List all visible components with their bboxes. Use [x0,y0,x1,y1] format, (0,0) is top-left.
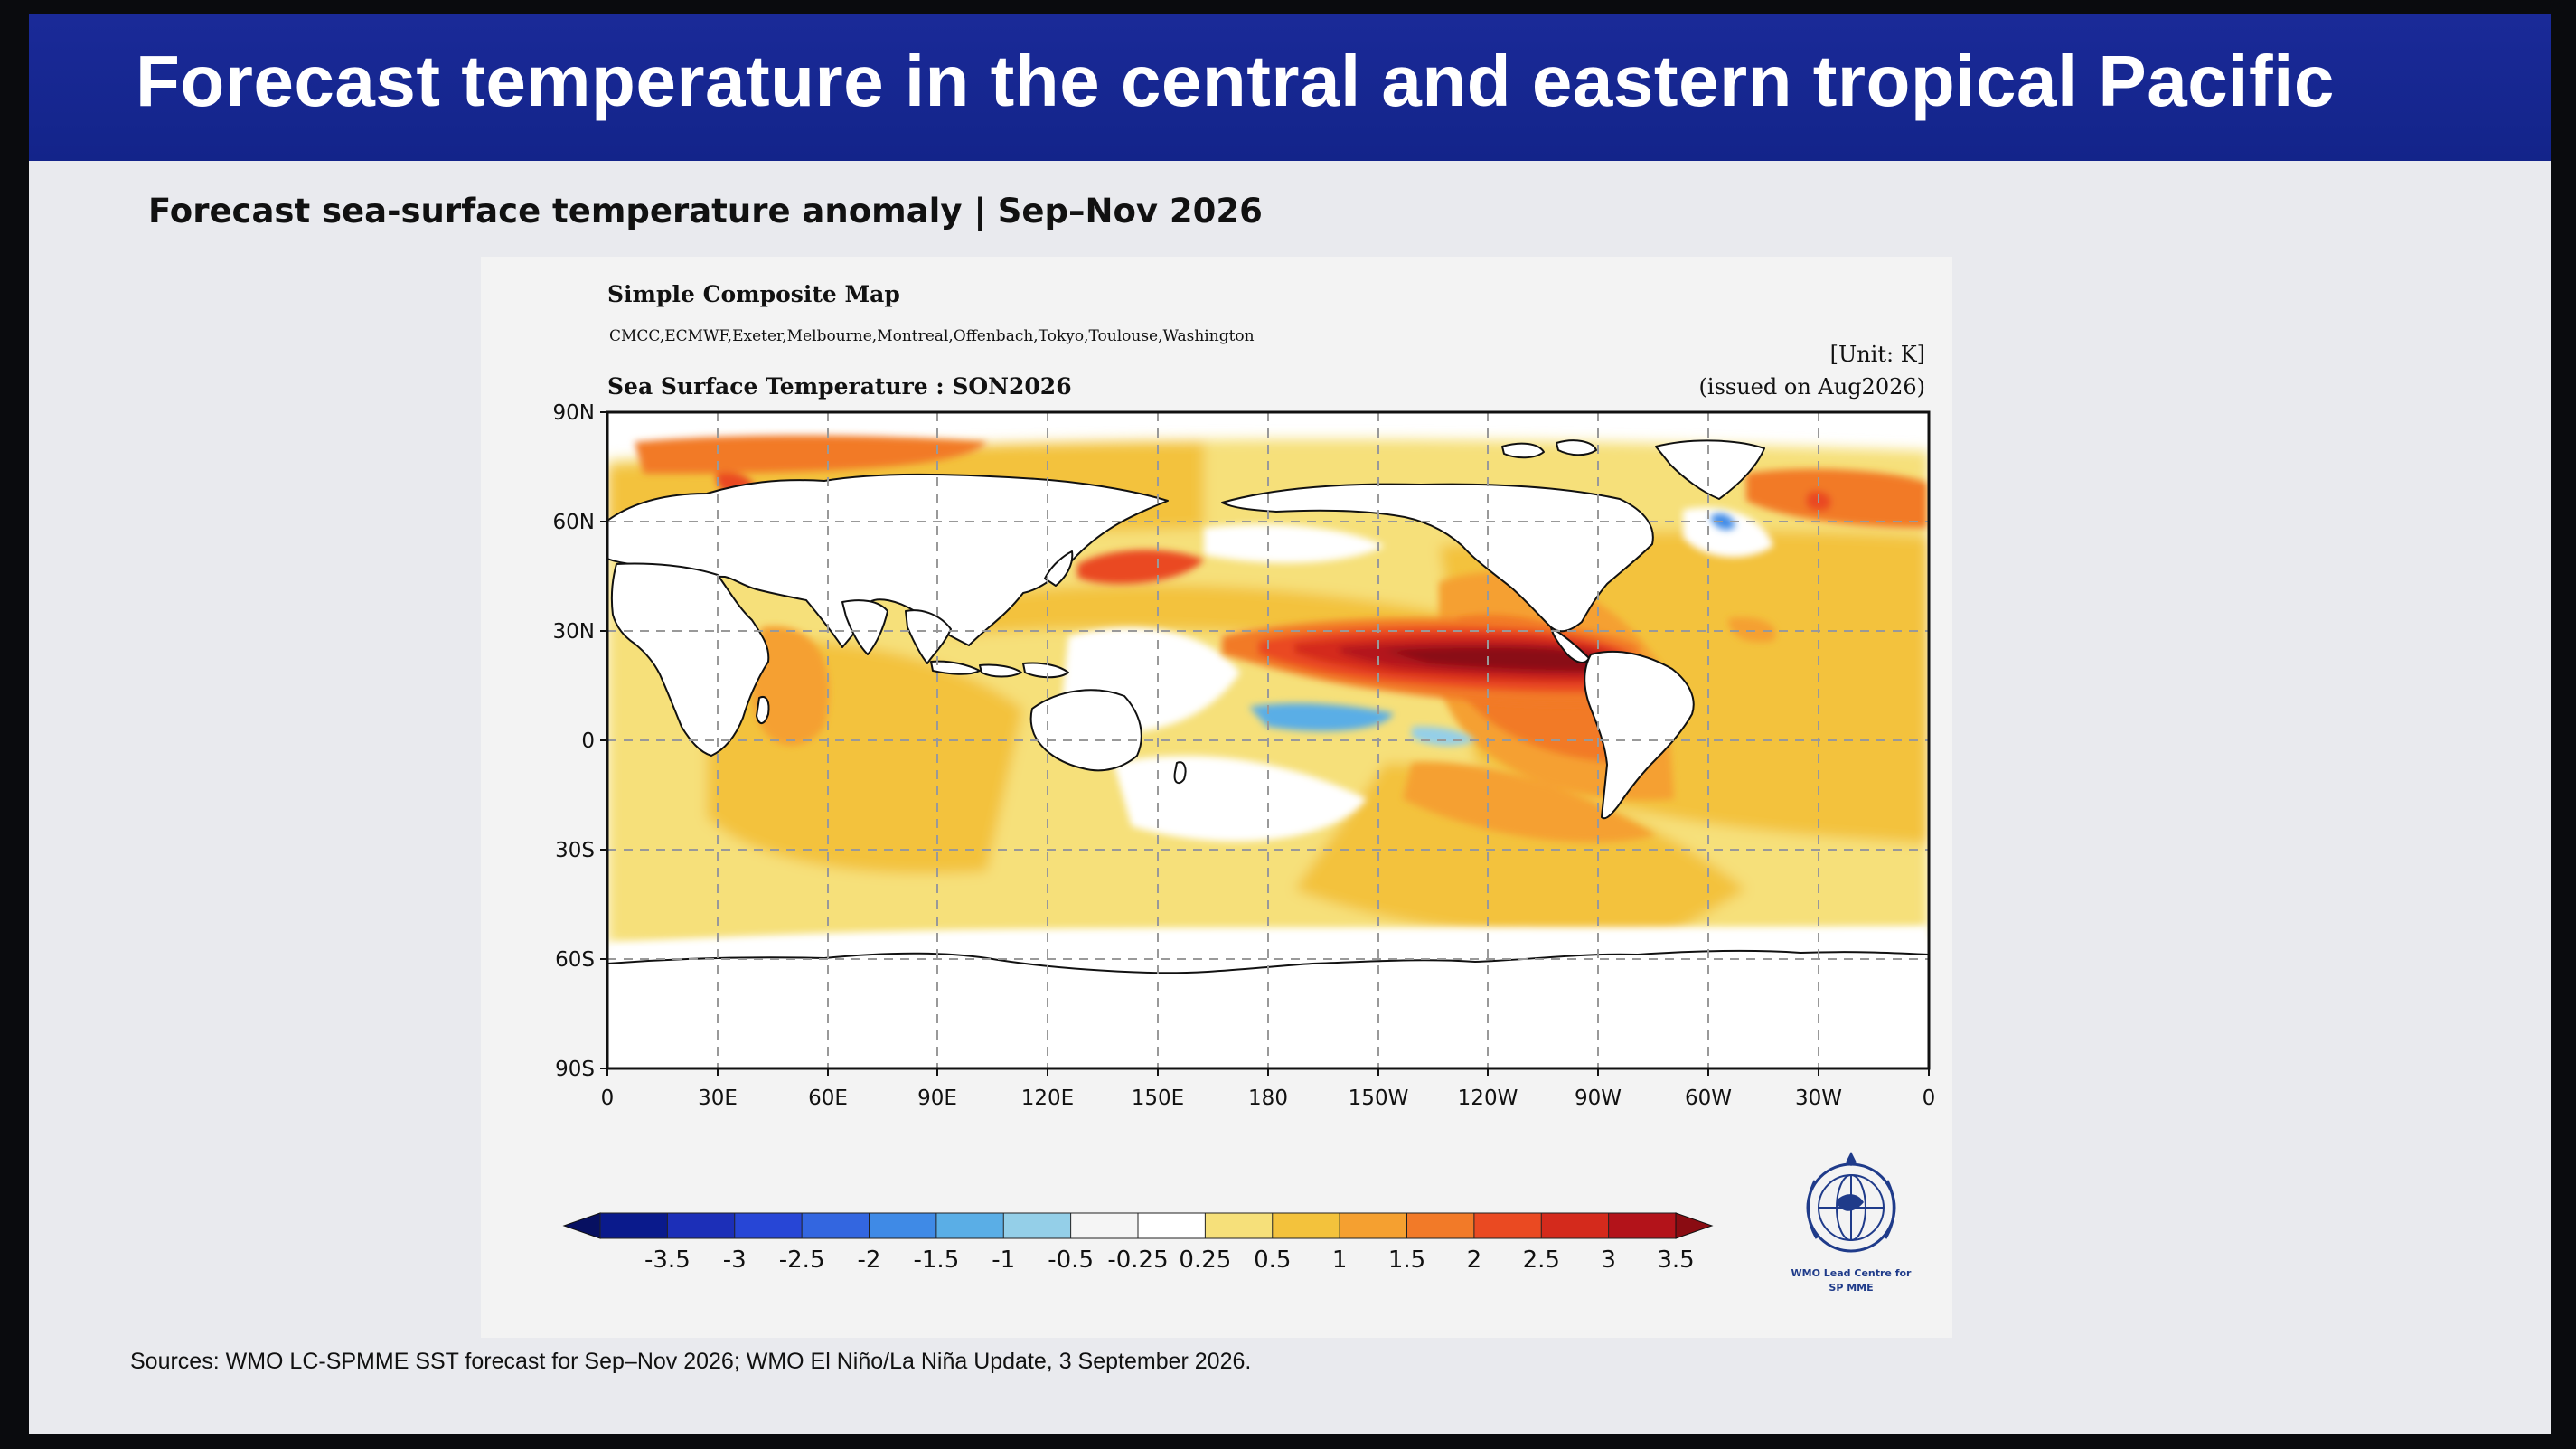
lat-label: 0 [581,729,595,753]
model-list: CMCC,ECMWF,Exeter,Melbourne,Montreal,Off… [609,327,1255,345]
logo-caption-1: WMO Lead Centre for [1791,1267,1913,1279]
lon-label: 150E [1132,1087,1184,1110]
issued-label: (issued on Aug2026) [1699,374,1925,400]
lon-label: 60W [1685,1087,1732,1110]
colorbar-segment [1070,1212,1139,1239]
lat-label: 60N [553,511,595,534]
colorbar-tick-label: -0.25 [1107,1247,1168,1274]
colorbar-segment [801,1212,870,1239]
colorbar-segment [935,1212,1005,1239]
colorbar-segment [869,1212,937,1239]
lon-label: 30E [698,1087,738,1110]
sst-anomaly-field [607,412,1929,1068]
lon-label: 120E [1021,1087,1074,1110]
colorbar-tick-label: -1.5 [914,1247,960,1274]
map-header: Simple Composite Map [607,281,900,307]
colorbar-segment [1272,1212,1341,1239]
colorbar-segment [1002,1212,1072,1239]
colorbar-tick-label: -3.5 [644,1247,691,1274]
logo-caption-2: SP MME [1829,1282,1873,1294]
sources-note: Sources: WMO LC-SPMME SST forecast for S… [130,1349,1252,1374]
colorbar-tick-label: 0.25 [1179,1247,1231,1274]
slide-title: Forecast temperature in the central and … [136,41,2335,121]
lon-label: 0 [1923,1087,1936,1110]
colorbar-segment [1339,1212,1408,1239]
graticule [607,412,1929,1068]
lon-label: 0 [601,1087,615,1110]
map-panel: Simple Composite Map CMCC,ECMWF,Exeter,M… [481,257,1952,1338]
title-bar: Forecast temperature in the central and … [29,14,2551,161]
colorbar-tick-label: 1 [1332,1247,1348,1274]
plot-title: Sea Surface Temperature : SON2026 [607,373,1072,400]
lat-label: 90S [555,1058,595,1081]
colorbar-segment [666,1212,736,1239]
colorbar-tick-label: 1.5 [1388,1247,1425,1274]
colorbar-tick-label: -2 [858,1247,881,1274]
unit-label: [Unit: K] [1830,342,1925,367]
lon-label: 150W [1349,1087,1409,1110]
colorbar-tick-label: -3 [723,1247,747,1274]
colorbar-tick-label: -2.5 [779,1247,825,1274]
colorbar-segment [1540,1212,1610,1239]
lat-label: 60S [555,948,595,972]
colorbar-segment [1473,1212,1543,1239]
lon-label: 180 [1248,1087,1288,1110]
colorbar-segment [1406,1212,1475,1239]
lon-label: 90E [917,1087,957,1110]
colorbar-tick-label: -1 [992,1247,1015,1274]
sst-anomaly-map: Simple Composite Map CMCC,ECMWF,Exeter,M… [553,281,1936,1294]
colorbar-segment [1204,1212,1274,1239]
colorbar-tick-label: -0.5 [1048,1247,1094,1274]
colorbar-segment [599,1212,669,1239]
lat-label: 30N [553,620,595,644]
lat-label: 90N [553,401,595,425]
colorbar-tick-label: 3 [1601,1247,1616,1274]
colorbar-over-arrow [1675,1212,1714,1239]
slide: Forecast temperature in the central and … [29,14,2551,1434]
wmo-emblem-icon [1806,1152,1896,1253]
wmo-logo: WMO Lead Centre for SP MME [1791,1152,1913,1294]
colorbar-segment [1137,1212,1207,1239]
colorbar-under-arrow [562,1212,601,1239]
colorbar-segment [1608,1212,1677,1239]
colorbar: -3.5 -3 -2.5 -2 -1.5 -1 -0.5 -0.25 0.25 0.5 1 1.5 2 2… [562,1212,1714,1274]
lon-label: 90W [1575,1087,1622,1110]
colorbar-segment [734,1212,804,1239]
colorbar-tick-label: 2.5 [1523,1247,1560,1274]
slide-subtitle: Forecast sea-surface temperature anomaly… [148,192,1263,231]
lon-label: 30W [1795,1087,1842,1110]
colorbar-tick-label: 2 [1467,1247,1482,1274]
colorbar-tick-label: 3.5 [1657,1247,1694,1274]
lat-label: 30S [555,839,595,862]
lon-label: 60E [808,1087,848,1110]
colorbar-tick-label: 0.5 [1254,1247,1291,1274]
lon-label: 120W [1458,1087,1518,1110]
